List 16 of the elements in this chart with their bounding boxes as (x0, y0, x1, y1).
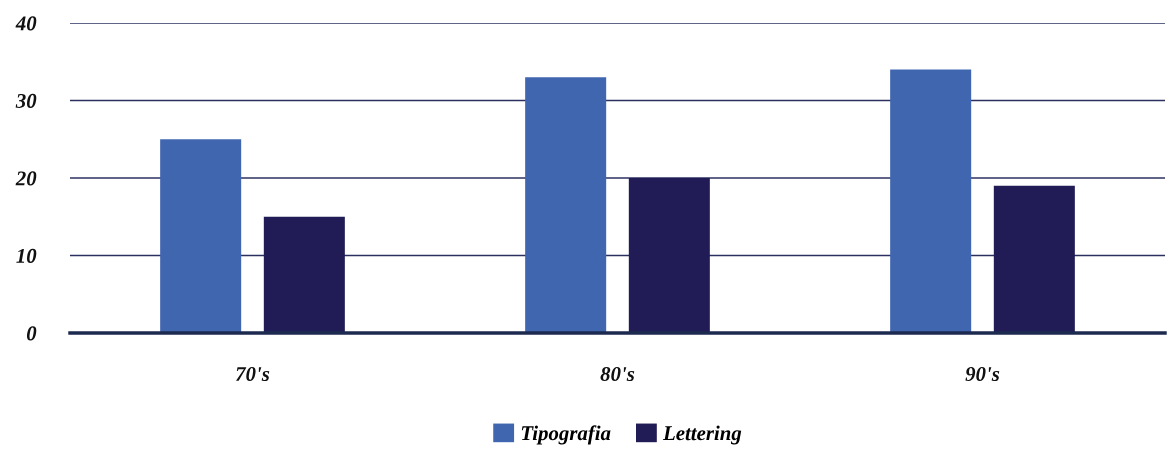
bar (525, 77, 607, 333)
bar (160, 139, 242, 333)
bar (890, 69, 972, 333)
x-tick-label: 80's (600, 366, 635, 381)
bar (993, 185, 1075, 333)
bar (263, 216, 345, 333)
x-tick-label: 90's (965, 366, 1000, 381)
legend-label: Lettering (662, 425, 742, 445)
y-tick-label: 10 (16, 248, 37, 263)
y-tick-label: 20 (15, 171, 37, 186)
y-tick-label: 40 (15, 16, 37, 31)
bar (628, 178, 710, 333)
x-tick-label: 70's (236, 366, 270, 381)
legend-label: Tipografia (521, 425, 611, 445)
y-tick-label: 30 (15, 93, 37, 108)
y-tick-label: 0 (26, 326, 37, 341)
